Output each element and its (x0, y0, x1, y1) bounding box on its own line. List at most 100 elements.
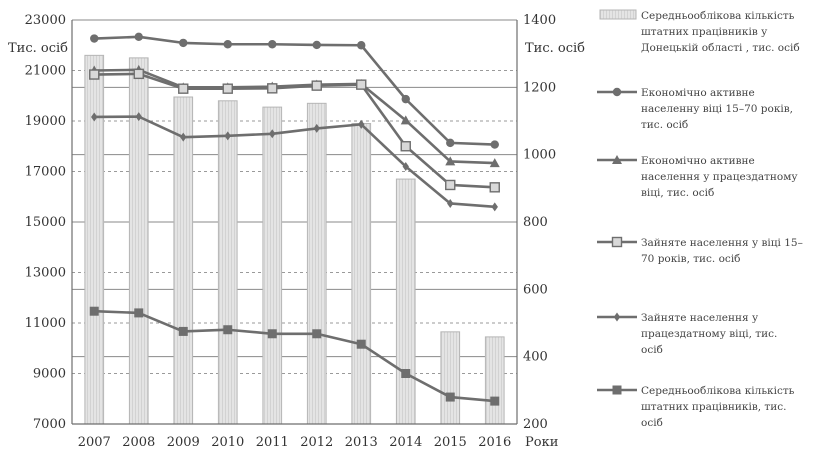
y-right-tick-label: 800 (523, 215, 548, 230)
point-5-4 (267, 329, 277, 339)
point-4-5 (313, 123, 320, 133)
x-tick-label: 2016 (478, 435, 511, 450)
legend-label-line: тис. осіб (641, 119, 688, 131)
y-left-tick-label: 19000 (25, 114, 66, 129)
legend-label-line: 70 років, тис. осіб (641, 253, 741, 265)
y-left-tick-label: 21000 (25, 64, 66, 79)
point-5-6 (356, 339, 366, 349)
y-right-tick-label: 200 (523, 417, 548, 432)
point-3-7 (400, 141, 411, 152)
x-tick-label: 2010 (211, 435, 244, 450)
y-left-axis-title: Тис. осіб (8, 41, 68, 56)
legend-label-line: працездатному віці, тис. (641, 328, 777, 340)
legend-label-line: Економічно активне (641, 87, 755, 99)
point-3-0 (89, 69, 100, 80)
legend-label-1: Економічно активне населенну віці 15–70 р… (641, 87, 793, 131)
point-3-4 (267, 83, 278, 94)
point-3-3 (222, 83, 233, 94)
legend-label-3: Зайняте населення у віці 15– 70 років, ти… (641, 237, 803, 265)
legend-label-line: населення у працездатному (641, 171, 798, 183)
axis-layer: 7000 9000 11000 13000 15000 17000 19000 21000 23… (8, 13, 585, 450)
bar-0-6 (351, 123, 372, 425)
x-tick-label: 2015 (434, 435, 467, 450)
point-1-8 (446, 138, 455, 148)
legend-label-4: Зайняте населення у працездатному віці, т… (641, 312, 777, 356)
point-4-0 (91, 112, 98, 122)
legend-label-line: віці, тис. осіб (641, 187, 714, 199)
point-1-6 (357, 41, 366, 50)
bar-0-8 (440, 331, 461, 425)
point-1-5 (312, 40, 321, 50)
point-1-3 (223, 40, 232, 49)
legend-label-line: Середньооблікова кількість (641, 10, 795, 22)
y-right-tick-label: 400 (523, 350, 548, 365)
bar-0-2 (173, 96, 194, 425)
legend-label-2: Економічно активне населення у працездатн… (641, 155, 798, 199)
legend-key-marker-1 (612, 87, 622, 97)
point-4-9 (491, 202, 498, 212)
point-5-2 (178, 326, 188, 336)
line-layer (89, 32, 500, 406)
y-right-tick-label: 600 (523, 282, 548, 297)
point-1-4 (268, 40, 277, 49)
bar-0-3 (217, 100, 238, 425)
point-1-1 (134, 32, 143, 42)
x-tick-label: 2014 (389, 435, 422, 450)
bar-0-0 (84, 54, 105, 425)
legend-label-line: Середньооблікова кількість (641, 385, 795, 397)
point-3-2 (178, 83, 189, 94)
y-left-tick-label: 7000 (33, 417, 66, 432)
legend-label-line: осіб (641, 344, 663, 356)
legend-label-line: Донецькій області , тис. осіб (641, 42, 800, 54)
point-4-6 (358, 119, 365, 129)
legend-label-line: населенну віці 15–70 років, (641, 103, 793, 115)
legend-label-line: штатних працівників, тис. (641, 401, 786, 413)
point-2-8 (445, 156, 456, 166)
point-5-3 (223, 325, 233, 335)
x-tick-label: 2012 (300, 435, 333, 450)
series-line-2 (94, 68, 495, 165)
point-3-9 (489, 182, 500, 193)
point-5-9 (490, 396, 500, 406)
point-4-7 (402, 161, 409, 171)
series-line-1 (94, 35, 495, 146)
point-4-1 (135, 112, 142, 122)
point-5-1 (134, 308, 144, 318)
point-5-5 (312, 329, 322, 339)
y-left-tick-label: 11000 (25, 316, 66, 331)
y-left-tick-label: 23000 (25, 13, 66, 28)
bar-layer (84, 54, 505, 425)
point-1-2 (179, 38, 188, 48)
point-4-8 (447, 198, 454, 208)
point-2-9 (489, 158, 500, 168)
x-axis-title: Роки (525, 435, 558, 450)
bar-0-7 (395, 178, 416, 425)
point-4-4 (269, 129, 276, 139)
point-1-9 (490, 140, 499, 149)
point-1-7 (401, 94, 410, 104)
point-4-2 (180, 132, 187, 142)
legend-label-line: штатних працівників у (641, 26, 768, 38)
x-tick-label: 2008 (122, 435, 155, 450)
point-3-8 (445, 179, 456, 191)
legend-label-0: Середньооблікова кількість штатних праців… (641, 10, 800, 54)
legend-key-marker-2 (612, 155, 622, 164)
legend-label-line: осіб (641, 417, 663, 429)
y-left-tick-label: 15000 (25, 215, 66, 230)
x-tick-label: 2011 (256, 435, 289, 450)
point-5-7 (401, 369, 411, 378)
series-line-3 (94, 72, 495, 189)
point-5-0 (89, 306, 99, 316)
legend-key-marker-4 (613, 312, 621, 322)
point-4-3 (224, 131, 231, 141)
y-left-tick-label: 17000 (25, 165, 66, 180)
legend-label-line: Економічно активне (641, 155, 755, 167)
legend-key-marker-5 (612, 385, 622, 395)
point-3-5 (311, 80, 322, 91)
legend-label-5: Середньооблікова кількість штатних праців… (641, 385, 795, 429)
bar-0-4 (262, 106, 283, 425)
point-5-8 (445, 392, 455, 402)
point-3-1 (133, 68, 144, 80)
legend-label-line: Зайняте населення у (641, 312, 759, 324)
